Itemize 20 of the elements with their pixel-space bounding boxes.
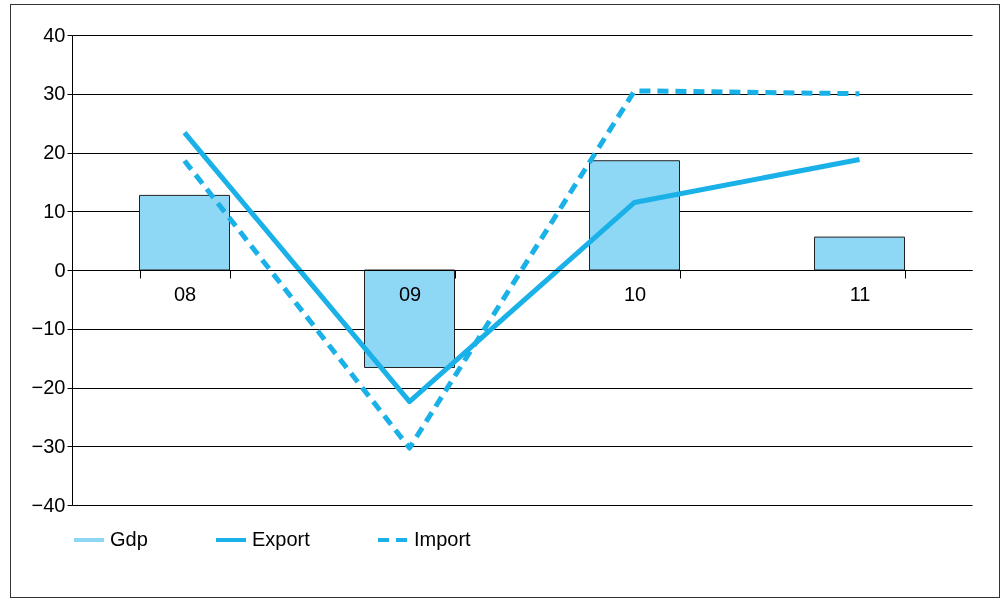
- y-tick-label: −10: [31, 317, 66, 340]
- x-tick-label: 11: [849, 282, 871, 305]
- y-tick-label: 10: [43, 199, 66, 222]
- y-tick-label: 0: [54, 258, 66, 281]
- y-tick-label: 30: [43, 82, 66, 105]
- y-tick-label: 20: [43, 141, 66, 163]
- bar: [139, 194, 230, 271]
- y-tick-label: 40: [43, 23, 66, 46]
- y-tick-label: −30: [31, 434, 66, 457]
- x-tick-label: 09: [398, 282, 422, 305]
- y-tick-label: −40: [31, 493, 66, 516]
- legend-label: Gdp: [110, 528, 148, 550]
- x-tick-label: 08: [173, 282, 197, 305]
- bar: [589, 160, 680, 271]
- bar: [814, 236, 905, 271]
- y-tick-label: −20: [31, 376, 66, 398]
- bar: [364, 269, 455, 369]
- legend-label: Import: [414, 528, 472, 550]
- legend-label: Export: [252, 528, 311, 550]
- x-tick-label: 10: [623, 282, 647, 305]
